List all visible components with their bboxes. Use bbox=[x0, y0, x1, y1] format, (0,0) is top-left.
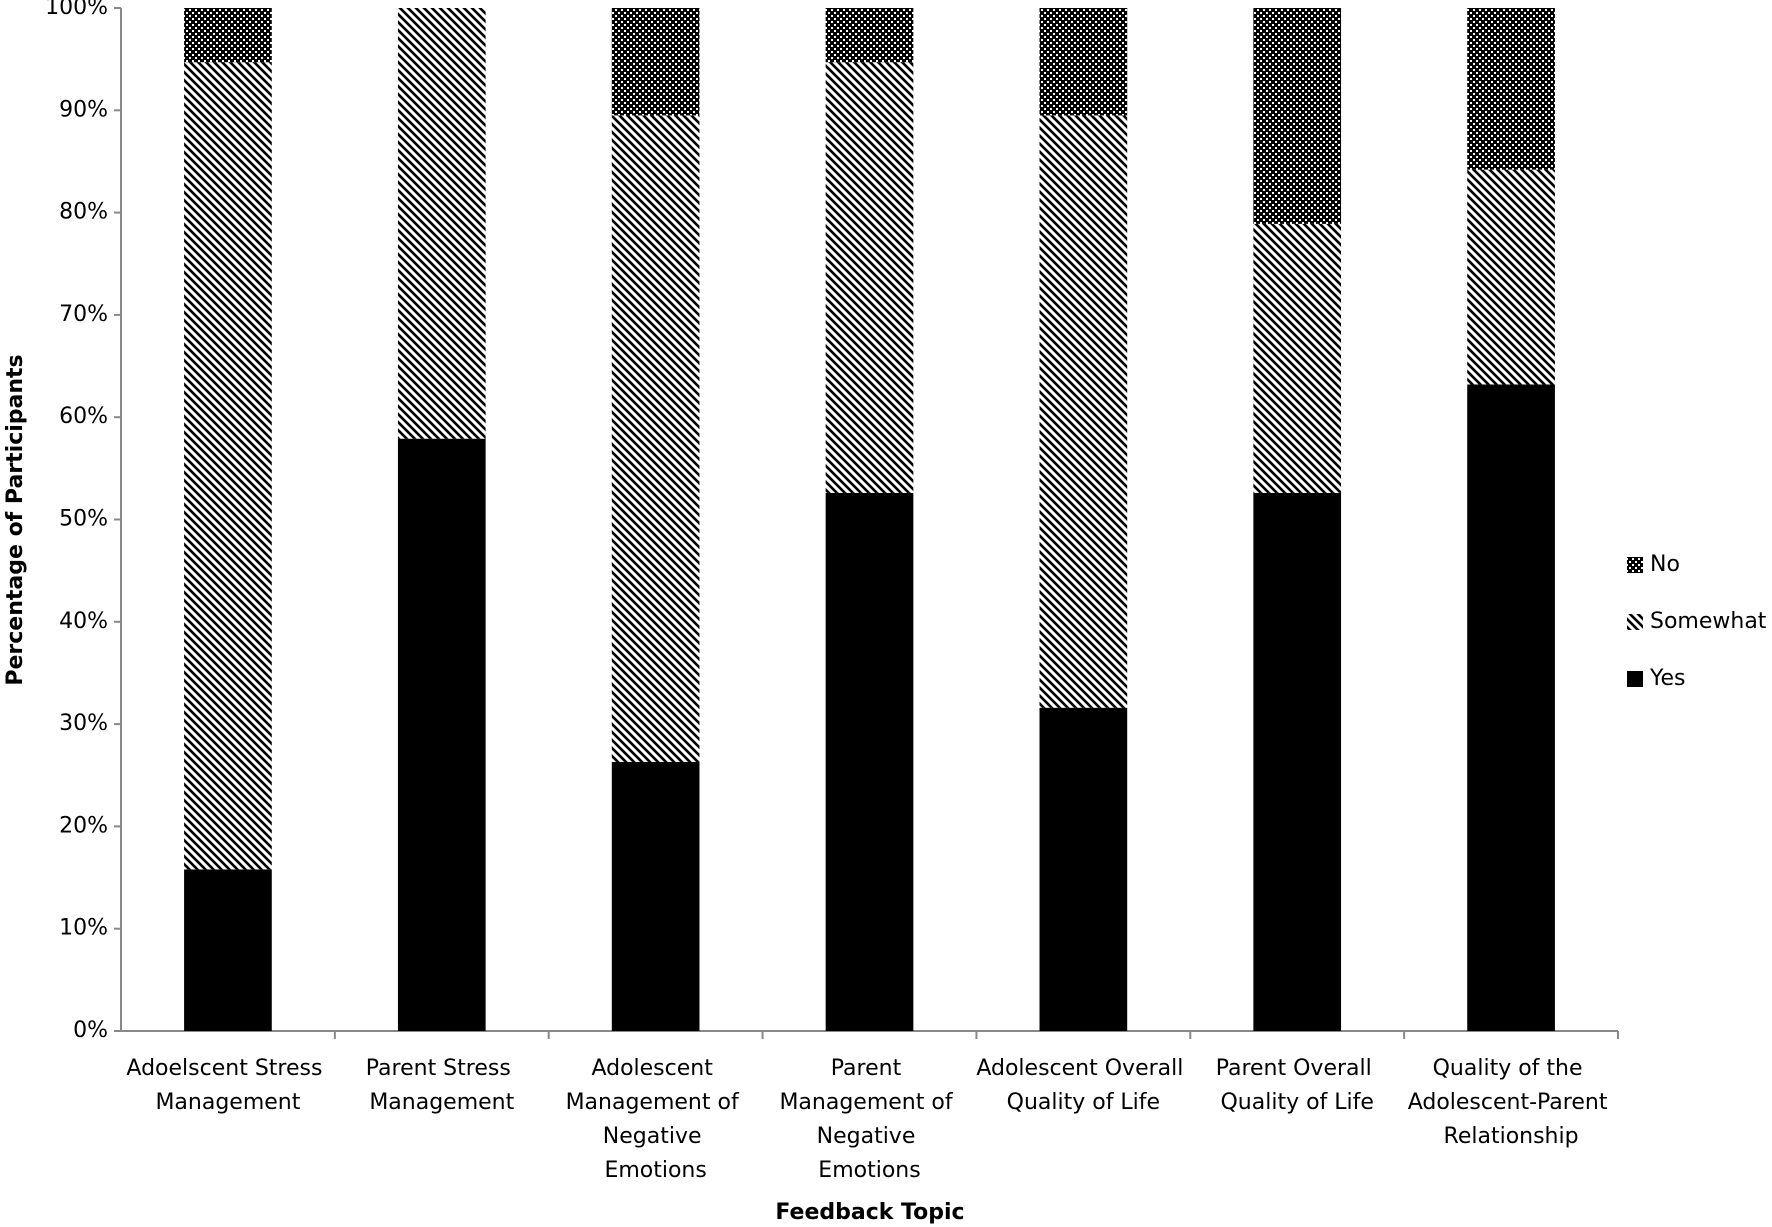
x-tick-label: Quality of the Adolescent-Parent Relatio… bbox=[1408, 1056, 1615, 1149]
bar-segment bbox=[611, 761, 700, 1031]
y-tick-label: 0% bbox=[73, 1018, 108, 1043]
y-tick-label: 70% bbox=[59, 302, 108, 327]
bar-segment bbox=[825, 492, 914, 1032]
bar-segment bbox=[1467, 384, 1555, 1031]
x-tick-label: Adoelscent Stress Management bbox=[126, 1056, 329, 1115]
x-tick-label: Parent Management of Negative Emotions bbox=[779, 1056, 959, 1183]
y-tick-label: 60% bbox=[59, 404, 108, 429]
bar-segment bbox=[1039, 8, 1128, 116]
y-tick-label: 40% bbox=[59, 609, 108, 634]
legend-label: No bbox=[1650, 552, 1680, 577]
bar-segment bbox=[1039, 707, 1128, 1031]
legend-label: Yes bbox=[1649, 666, 1686, 691]
bar-segment bbox=[611, 8, 700, 116]
legend-label: Somewhat bbox=[1650, 609, 1767, 634]
bar-segment bbox=[825, 62, 914, 493]
bar-segment bbox=[1039, 115, 1128, 708]
x-tick-label: Parent Overall Quality of Life bbox=[1216, 1056, 1379, 1115]
bar-segment bbox=[1467, 169, 1555, 385]
bar-segment bbox=[397, 438, 486, 1032]
y-tick-label: 20% bbox=[59, 813, 108, 838]
legend-swatch bbox=[1627, 614, 1643, 630]
bar-segment bbox=[1467, 8, 1555, 170]
y-tick-label: 30% bbox=[59, 711, 108, 736]
y-axis-title: Percentage of Participants bbox=[3, 354, 28, 685]
y-tick-label: 10% bbox=[59, 916, 108, 941]
legend-swatch bbox=[1627, 671, 1643, 687]
x-tick-label: Adolescent Overall Quality of Life bbox=[976, 1056, 1190, 1115]
y-tick-label: 50% bbox=[59, 507, 108, 532]
y-tick-label: 90% bbox=[59, 97, 108, 122]
x-axis-title: Feedback Topic bbox=[775, 1200, 964, 1225]
bar-segment bbox=[397, 8, 486, 439]
bar-segment bbox=[611, 115, 700, 762]
bar-segment bbox=[184, 8, 272, 63]
bar-segment bbox=[184, 62, 272, 870]
bar-segment bbox=[184, 869, 272, 1031]
y-tick-label: 100% bbox=[45, 0, 108, 20]
y-tick-label: 80% bbox=[59, 200, 108, 225]
x-tick-label: Adolescent Management of Negative Emotio… bbox=[566, 1056, 746, 1183]
bar-segment bbox=[1253, 223, 1342, 493]
bar-segment bbox=[825, 8, 914, 63]
bar-segment bbox=[1253, 8, 1342, 224]
x-tick-label: Parent Stress Management bbox=[366, 1056, 518, 1115]
bar-segment bbox=[1253, 492, 1342, 1032]
legend-swatch bbox=[1627, 557, 1643, 573]
